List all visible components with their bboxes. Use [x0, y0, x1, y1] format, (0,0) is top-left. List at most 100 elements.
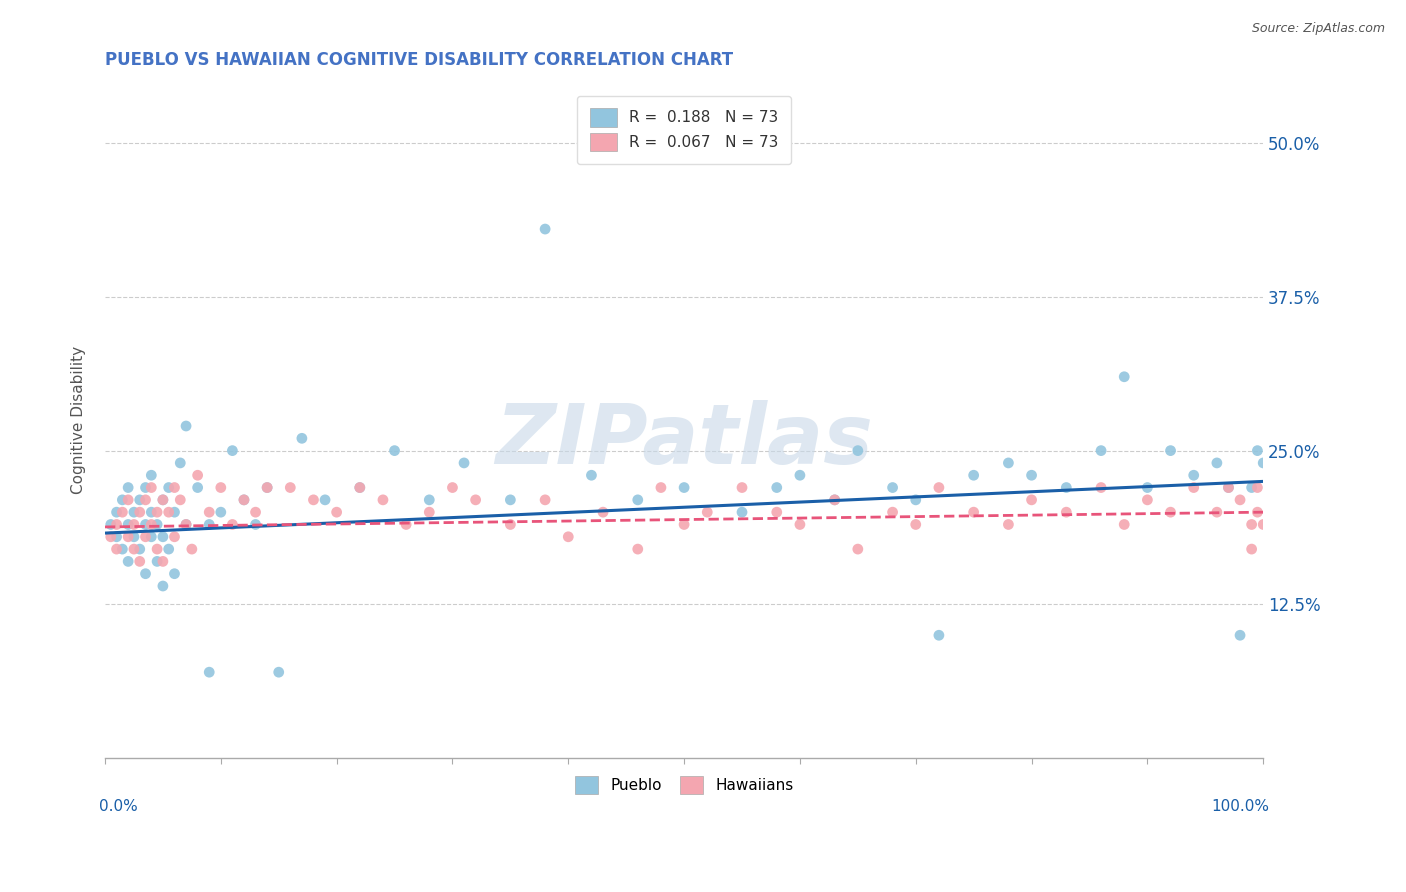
Point — [105, 505, 128, 519]
Point — [152, 492, 174, 507]
Point — [1240, 517, 1263, 532]
Point — [180, 542, 202, 557]
Point — [128, 505, 150, 519]
Point — [141, 530, 163, 544]
Point — [233, 492, 256, 507]
Point — [1021, 492, 1043, 507]
Point — [100, 517, 122, 532]
Point — [117, 481, 139, 495]
Point — [882, 481, 904, 495]
Point — [846, 443, 869, 458]
Point — [418, 492, 440, 507]
Point — [650, 481, 672, 495]
Point — [1021, 468, 1043, 483]
Point — [789, 468, 811, 483]
Point — [627, 492, 650, 507]
Point — [122, 530, 145, 544]
Point — [128, 554, 150, 568]
Point — [111, 505, 134, 519]
Point — [765, 505, 787, 519]
Point — [824, 492, 846, 507]
Point — [731, 505, 754, 519]
Point — [245, 517, 267, 532]
Point — [928, 481, 950, 495]
Point — [117, 517, 139, 532]
Point — [765, 481, 787, 495]
Point — [997, 456, 1019, 470]
Point — [174, 517, 197, 532]
Point — [163, 530, 186, 544]
Point — [163, 566, 186, 581]
Point — [267, 665, 290, 680]
Point — [302, 492, 325, 507]
Text: 100.0%: 100.0% — [1211, 799, 1270, 814]
Point — [198, 517, 221, 532]
Point — [122, 542, 145, 557]
Point — [152, 579, 174, 593]
Point — [882, 505, 904, 519]
Point — [146, 505, 169, 519]
Point — [141, 481, 163, 495]
Point — [105, 542, 128, 557]
Point — [904, 492, 927, 507]
Point — [163, 505, 186, 519]
Y-axis label: Cognitive Disability: Cognitive Disability — [72, 346, 86, 494]
Point — [100, 530, 122, 544]
Point — [963, 468, 986, 483]
Point — [135, 530, 157, 544]
Point — [371, 492, 394, 507]
Point — [1114, 517, 1136, 532]
Point — [1160, 505, 1182, 519]
Point — [187, 481, 209, 495]
Point — [1205, 505, 1227, 519]
Point — [314, 492, 336, 507]
Point — [789, 517, 811, 532]
Point — [627, 542, 650, 557]
Point — [1090, 443, 1112, 458]
Point — [1090, 481, 1112, 495]
Point — [349, 481, 371, 495]
Point — [152, 554, 174, 568]
Point — [673, 481, 696, 495]
Point — [384, 443, 406, 458]
Point — [141, 505, 163, 519]
Point — [441, 481, 464, 495]
Point — [221, 443, 243, 458]
Point — [169, 492, 191, 507]
Point — [174, 419, 197, 434]
Point — [581, 468, 603, 483]
Point — [1160, 443, 1182, 458]
Point — [1136, 492, 1159, 507]
Point — [325, 505, 347, 519]
Point — [105, 530, 128, 544]
Point — [499, 517, 522, 532]
Point — [117, 530, 139, 544]
Point — [1251, 456, 1274, 470]
Point — [1114, 369, 1136, 384]
Point — [157, 542, 180, 557]
Point — [673, 517, 696, 532]
Point — [135, 517, 157, 532]
Point — [731, 481, 754, 495]
Point — [1218, 481, 1240, 495]
Point — [141, 517, 163, 532]
Point — [1229, 628, 1251, 642]
Point — [1246, 443, 1268, 458]
Point — [278, 481, 301, 495]
Point — [1182, 481, 1205, 495]
Point — [291, 431, 314, 445]
Point — [696, 505, 718, 519]
Point — [499, 492, 522, 507]
Point — [1246, 505, 1268, 519]
Point — [221, 517, 243, 532]
Point — [534, 492, 557, 507]
Text: ZIPatlas: ZIPatlas — [495, 400, 873, 481]
Point — [122, 505, 145, 519]
Text: 0.0%: 0.0% — [100, 799, 138, 814]
Point — [824, 492, 846, 507]
Point — [135, 566, 157, 581]
Point — [1240, 481, 1263, 495]
Point — [233, 492, 256, 507]
Point — [111, 542, 134, 557]
Legend: Pueblo, Hawaiians: Pueblo, Hawaiians — [567, 769, 801, 802]
